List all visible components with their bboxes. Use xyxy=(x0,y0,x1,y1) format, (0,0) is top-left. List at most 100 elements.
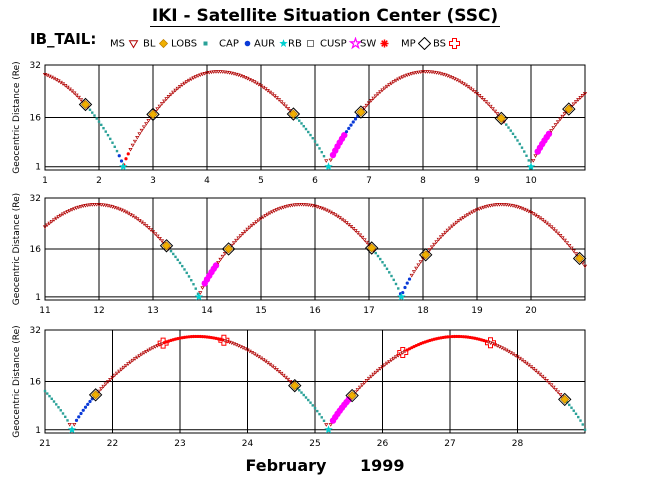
ms-point xyxy=(51,218,57,222)
bs-marker xyxy=(572,251,587,266)
cap-point xyxy=(405,281,409,285)
ms-point xyxy=(461,215,466,220)
ms-point xyxy=(76,205,81,210)
ms-point xyxy=(481,98,486,102)
legend-item-label: AUR xyxy=(254,38,276,50)
aur-symbol-icon xyxy=(279,39,288,48)
ms-point xyxy=(375,368,381,373)
ms-point xyxy=(99,387,104,391)
aur-marker xyxy=(279,39,288,48)
cap-point xyxy=(351,120,355,124)
ms-point xyxy=(409,72,414,76)
ms-point xyxy=(78,98,84,102)
ms-point xyxy=(551,227,556,231)
ms-point xyxy=(105,204,111,208)
bs-marker xyxy=(159,239,174,253)
sw-point xyxy=(126,152,130,156)
bl-marker xyxy=(575,253,585,264)
ms-point xyxy=(486,102,491,107)
ms-point xyxy=(47,221,52,226)
ms-point xyxy=(411,270,417,274)
ms-point xyxy=(537,372,543,377)
ms-point xyxy=(393,78,399,83)
ms-point xyxy=(67,87,72,92)
ms-point xyxy=(580,94,585,98)
ms-point xyxy=(562,238,567,243)
ms-point xyxy=(146,226,151,230)
ms-point xyxy=(222,70,228,75)
ms-point xyxy=(542,376,547,381)
ms-point xyxy=(497,203,502,207)
ms-point xyxy=(72,91,77,96)
sw-point xyxy=(191,334,196,339)
bl-marker xyxy=(347,390,357,401)
ms-point xyxy=(274,208,279,212)
ms-point xyxy=(355,388,360,392)
ms-point xyxy=(157,104,162,109)
trajectory xyxy=(42,70,588,171)
ms-point xyxy=(472,90,477,94)
ms-point xyxy=(272,94,277,98)
ms-point xyxy=(137,218,142,223)
ms-point xyxy=(434,240,439,244)
ms-point xyxy=(490,203,495,208)
cap-point xyxy=(81,408,85,412)
cap-point xyxy=(353,117,358,121)
ms-point xyxy=(153,232,158,236)
ms-point xyxy=(288,204,293,208)
ms-point xyxy=(198,291,203,295)
ms-point xyxy=(168,92,174,97)
ms-point xyxy=(468,211,473,216)
ms-point xyxy=(265,212,270,217)
cusp-point xyxy=(212,262,220,269)
lobs-point xyxy=(577,415,580,419)
ms-point xyxy=(65,85,70,90)
mp-marker xyxy=(157,337,169,349)
ms-point xyxy=(488,104,493,109)
sw-point xyxy=(124,157,128,161)
ms-point xyxy=(301,203,306,207)
ms-point xyxy=(60,212,66,217)
cap-point xyxy=(86,402,90,406)
ms-point xyxy=(483,100,489,104)
ms-point xyxy=(119,367,124,372)
aur-marker xyxy=(526,162,536,171)
x-tick-label: 1 xyxy=(42,176,48,186)
ms-point xyxy=(551,385,556,390)
ms-point xyxy=(578,96,583,100)
cap-point xyxy=(88,399,92,404)
lobs-point xyxy=(48,394,51,398)
ms-point xyxy=(416,70,421,75)
ms-point xyxy=(164,97,169,101)
ms-point xyxy=(551,126,556,130)
ms-point xyxy=(389,81,394,86)
ms-point xyxy=(531,367,536,371)
legend-item-label: MP xyxy=(401,38,416,50)
ms-point xyxy=(285,204,291,209)
cusp-point xyxy=(545,130,553,138)
ms-point xyxy=(267,211,273,216)
ms-point xyxy=(238,234,243,238)
ms-point xyxy=(130,358,135,363)
ms-point xyxy=(155,107,160,111)
ms-point xyxy=(562,112,567,116)
legend-item-label: BS xyxy=(433,38,447,50)
lobs-point xyxy=(95,117,98,120)
lobs-point xyxy=(307,398,310,402)
x-tick-label: 22 xyxy=(107,439,118,449)
ms-point xyxy=(310,204,315,208)
ms-point xyxy=(544,221,549,226)
ms-point xyxy=(553,388,558,392)
lobs-point xyxy=(322,419,326,422)
ms-point xyxy=(560,114,565,119)
lobs-point xyxy=(88,108,92,112)
ms-point xyxy=(281,373,286,378)
x-tick-label: 28 xyxy=(512,439,524,449)
lobs-point xyxy=(397,287,400,290)
lobs-point xyxy=(316,409,319,413)
ms-point xyxy=(492,203,498,207)
ms-point xyxy=(436,237,441,242)
ms-point xyxy=(130,143,135,148)
ms-point xyxy=(288,379,293,384)
lobs-point xyxy=(394,282,398,286)
